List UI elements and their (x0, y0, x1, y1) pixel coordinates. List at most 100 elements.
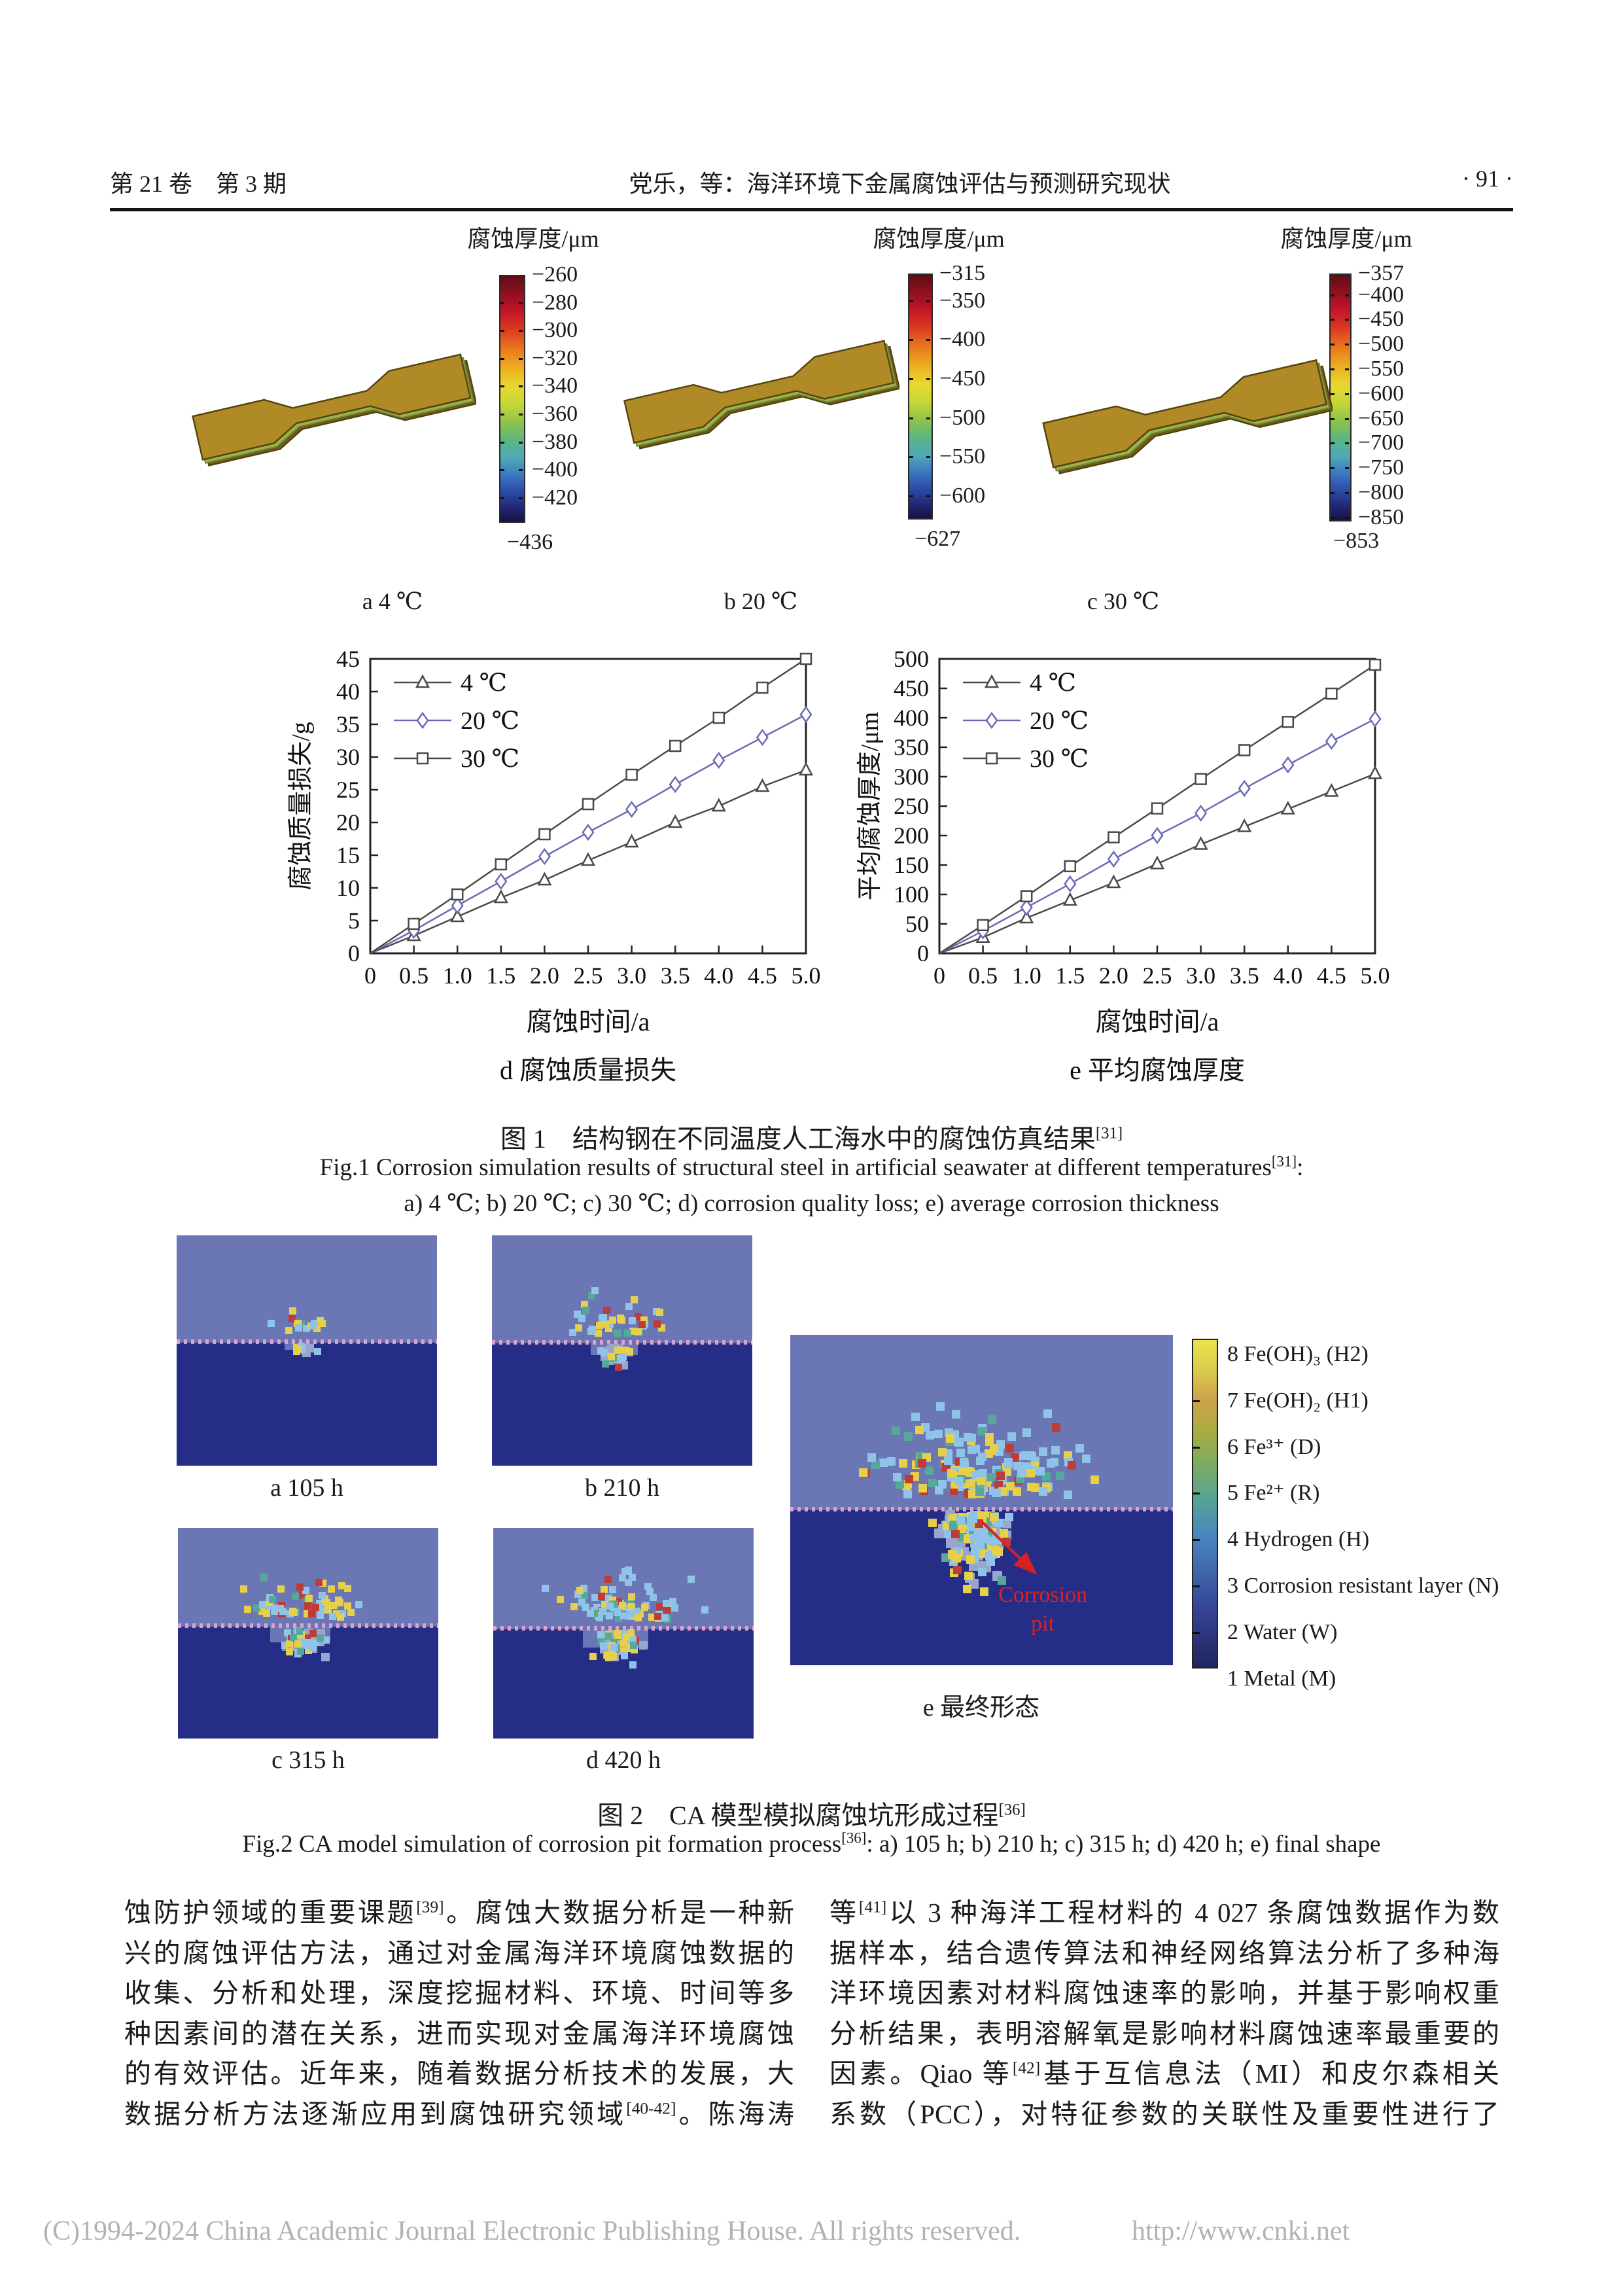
ca-pit-cell (964, 1534, 972, 1543)
ca-product-cell (624, 1330, 631, 1337)
ca-product-cell (955, 1438, 964, 1447)
ca-product-cell (968, 1445, 976, 1454)
colorbar-tick-label: −280 (532, 290, 578, 315)
colorbar-bottom-label: −627 (915, 527, 961, 551)
ca-product-cell (604, 1576, 612, 1583)
y-tick-label: 45 (336, 646, 360, 672)
ca-product-cell (308, 1610, 315, 1617)
y-tick-label: 0 (917, 940, 929, 966)
colorbar-tick (1345, 368, 1349, 370)
ca-pit-cell (1000, 1529, 1008, 1538)
text-segment: 系数（PCC），对特征参数的关联性及重要性进行了 (829, 2098, 1499, 2129)
ca-pit-cell (312, 1639, 319, 1646)
data-marker (1280, 800, 1295, 815)
ca-pit-cell (934, 1528, 944, 1538)
ca-product-cell (629, 1574, 636, 1581)
colorbar-tick-label: −850 (1358, 504, 1405, 529)
x-tick-label: 4.0 (1273, 963, 1302, 989)
colorbar-tick (1345, 467, 1349, 470)
subcaption-210h: b 210 h (585, 1474, 659, 1502)
header-rule (110, 208, 1513, 211)
subcaption-a: a 4 ℃ (362, 588, 423, 614)
ca-product-cell (1011, 1453, 1019, 1462)
ca-product-cell (1021, 1451, 1029, 1460)
data-marker (712, 751, 725, 769)
corrosion-pit-annotation: Corrosion pit (971, 1581, 1115, 1638)
ca-product-cell (638, 1321, 646, 1328)
colorbar-tick (500, 414, 504, 416)
ca-pit-cell (949, 1522, 958, 1530)
ca-product-cell (947, 1469, 956, 1477)
ca-product-cell (1022, 1428, 1031, 1437)
ca-product-cell (617, 1315, 624, 1322)
x-tick-label: 2.0 (530, 963, 559, 989)
colorbar-tick (926, 495, 930, 497)
y-tick-label: 500 (894, 646, 929, 672)
ca-product-cell (574, 1591, 582, 1598)
data-marker (1282, 716, 1295, 728)
ca-interface-dotted-line (177, 1339, 437, 1344)
data-marker (582, 823, 595, 841)
ca-legend-item: 5 Fe²⁺ (R) (1227, 1481, 1320, 1506)
data-marker (625, 800, 638, 819)
colorbar-tick (1331, 491, 1335, 494)
ca-pit-cell (970, 1534, 979, 1542)
ca-product-cell (614, 1609, 621, 1616)
ca-product-cell (1027, 1483, 1036, 1491)
y-tick-label: 40 (336, 679, 360, 705)
x-tick-label: 1.0 (443, 963, 472, 989)
ca-product-cell (601, 1586, 608, 1593)
ca-product-cell (956, 1449, 965, 1457)
ca-product-cell (648, 1614, 655, 1621)
colorbar-tick-label: −350 (939, 288, 986, 313)
ca-pit-cell (982, 1535, 990, 1544)
data-marker (495, 872, 508, 891)
ca-pit-cell (941, 1553, 950, 1562)
ca-product-cell (277, 1605, 284, 1612)
ca-legend-tick (1192, 1400, 1200, 1402)
dogbone-specimen-graphic (623, 340, 901, 450)
ca-pit-cell (600, 1642, 607, 1650)
colorbar-tick-label: −315 (939, 261, 986, 285)
ca-product-cell (663, 1600, 670, 1607)
y-tick-label: 35 (336, 711, 360, 737)
ca-product-cell (928, 1479, 937, 1487)
ca-product-cell (347, 1609, 355, 1616)
ca-pit-cell (639, 1641, 648, 1650)
colorbar-tick (926, 456, 930, 459)
ca-legend-tick (1192, 1585, 1200, 1587)
x-axis-label: 腐蚀时间/a (527, 1007, 650, 1036)
data-marker (1107, 850, 1120, 868)
ca-interface-dotted-line (178, 1623, 438, 1629)
x-tick-label: 4.0 (704, 963, 733, 989)
ca-pit-cell (992, 1546, 1000, 1555)
ca-product-cell (631, 1296, 638, 1303)
ca-product-cell (627, 1610, 634, 1617)
x-tick-label: 1.5 (486, 963, 515, 989)
ca-product-cell (309, 1322, 317, 1330)
ca-product-cell (587, 1328, 595, 1335)
ca-pit-cell (615, 1364, 622, 1371)
data-marker (669, 739, 682, 752)
ca-product-cell (640, 1316, 648, 1324)
colorbar-tick (1331, 319, 1335, 321)
ca-pit-cell (966, 1555, 975, 1564)
ca-product-cell (316, 1600, 323, 1607)
ca-product-cell (656, 1309, 663, 1316)
data-marker (495, 858, 508, 871)
y-tick-label: 400 (894, 705, 929, 731)
ca-pit-cell (314, 1348, 321, 1355)
data-marker (1151, 802, 1164, 815)
ca-product-cell (335, 1597, 342, 1604)
colorbar-tick (1345, 516, 1349, 519)
ca-legend-item: 7 Fe(OH)₂ (H1) (1227, 1388, 1369, 1413)
colorbar-tick (926, 378, 930, 380)
ca-product-cell (591, 1610, 598, 1617)
ca-product-cell (582, 1307, 589, 1314)
reference-superscript: [41] (858, 1898, 887, 1916)
colorbar-title-b: 腐蚀厚度/μm (873, 226, 1005, 252)
data-marker (1193, 836, 1208, 850)
data-marker (582, 798, 595, 811)
colorbar-tick (926, 300, 930, 302)
